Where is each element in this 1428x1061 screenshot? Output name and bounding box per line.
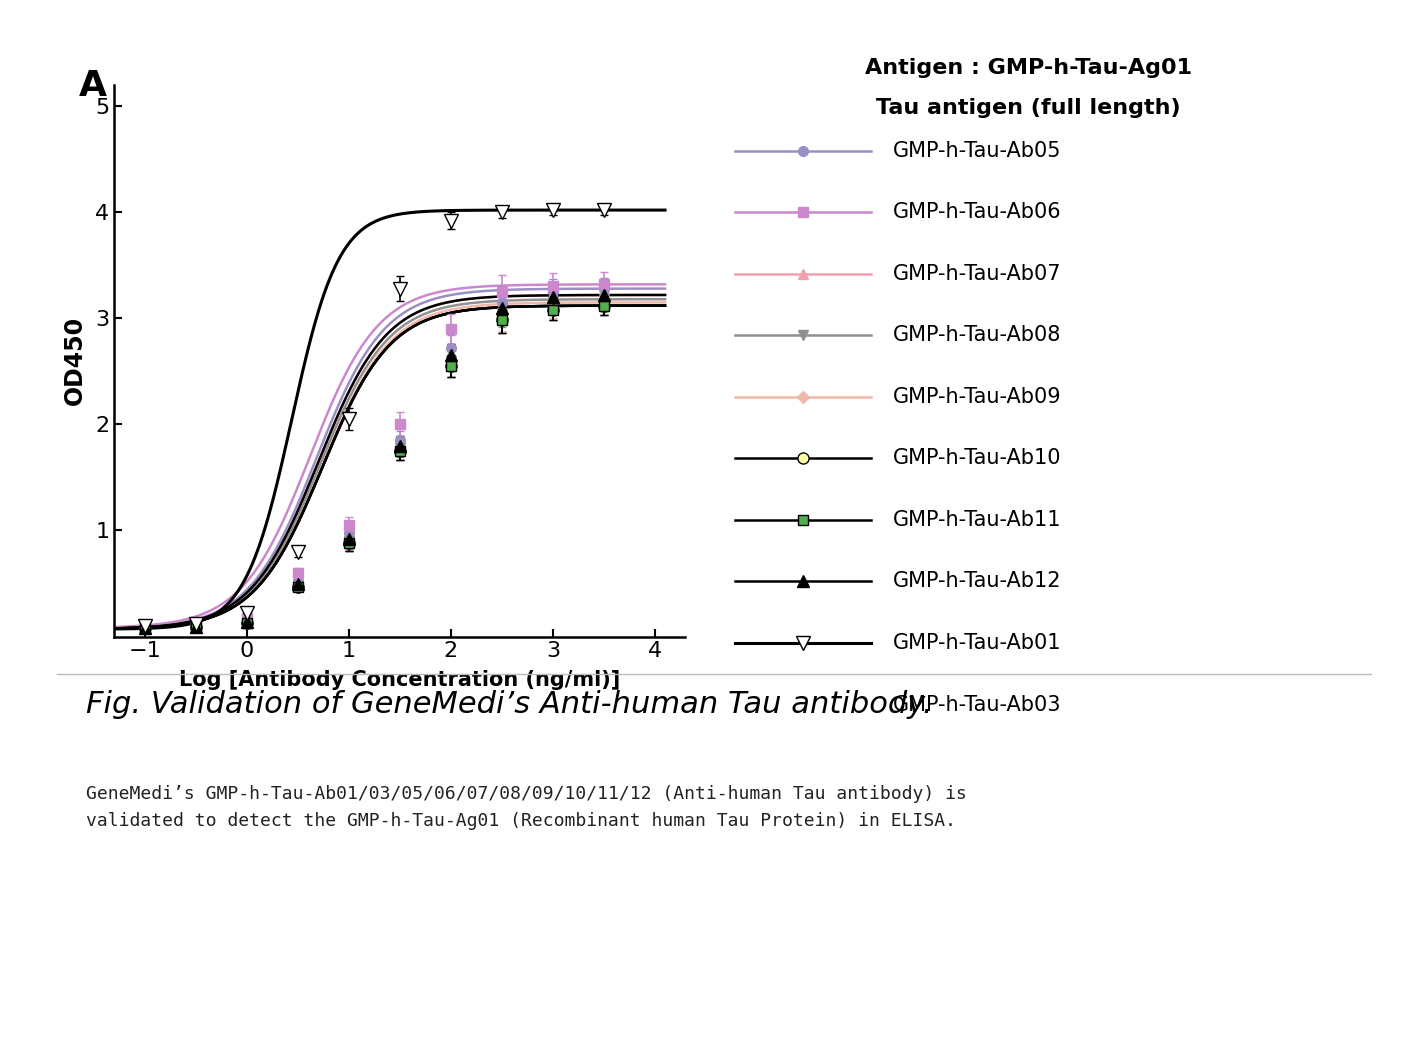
Text: GMP-h-Tau-Ab10: GMP-h-Tau-Ab10	[892, 449, 1061, 468]
Text: Tau antigen (full length): Tau antigen (full length)	[875, 98, 1181, 118]
Text: A: A	[79, 69, 107, 103]
Text: Antigen : GMP-h-Tau-Ag01: Antigen : GMP-h-Tau-Ag01	[864, 58, 1192, 79]
Text: GMP-h-Tau-Ab11: GMP-h-Tau-Ab11	[892, 510, 1061, 529]
Text: GMP-h-Tau-Ab08: GMP-h-Tau-Ab08	[892, 326, 1061, 345]
Text: GMP-h-Tau-Ab05: GMP-h-Tau-Ab05	[892, 141, 1061, 160]
Text: Fig. Validation of GeneMedi’s Anti-human Tau antibody.: Fig. Validation of GeneMedi’s Anti-human…	[86, 690, 932, 718]
Text: GMP-h-Tau-Ab06: GMP-h-Tau-Ab06	[892, 203, 1061, 222]
Text: GMP-h-Tau-Ab03: GMP-h-Tau-Ab03	[892, 695, 1061, 714]
Y-axis label: OD450: OD450	[63, 316, 87, 405]
Text: GeneMedi’s GMP-h-Tau-Ab01/03/05/06/07/08/09/10/11/12 (Anti-human Tau antibody) i: GeneMedi’s GMP-h-Tau-Ab01/03/05/06/07/08…	[86, 785, 967, 830]
Text: GMP-h-Tau-Ab12: GMP-h-Tau-Ab12	[892, 572, 1061, 591]
Text: GMP-h-Tau-Ab01: GMP-h-Tau-Ab01	[892, 633, 1061, 653]
Text: GMP-h-Tau-Ab09: GMP-h-Tau-Ab09	[892, 387, 1061, 406]
X-axis label: Log [Antibody Concentration (ng/ml)]: Log [Antibody Concentration (ng/ml)]	[180, 669, 620, 690]
Text: GMP-h-Tau-Ab07: GMP-h-Tau-Ab07	[892, 264, 1061, 283]
